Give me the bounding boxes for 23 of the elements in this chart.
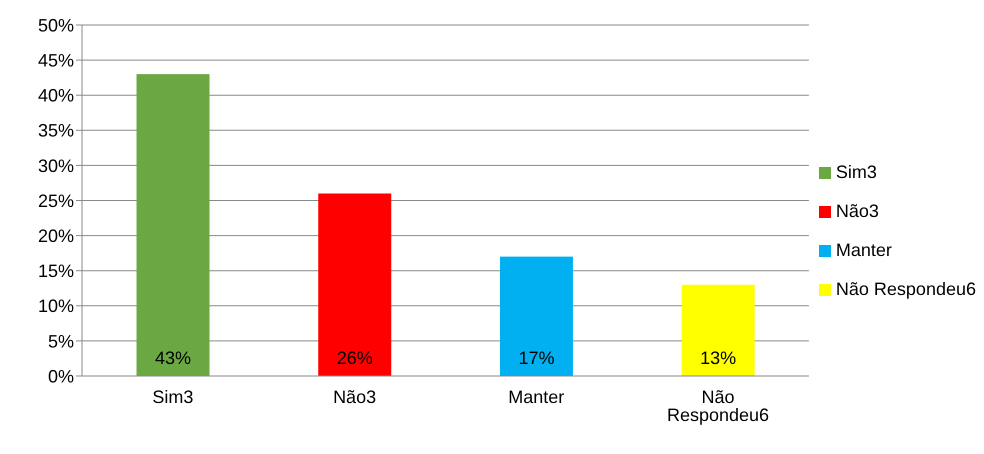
- y-tick-label: 35%: [38, 120, 74, 141]
- legend-label: Sim3: [836, 162, 877, 183]
- data-label: 26%: [336, 348, 373, 368]
- y-tick-label: 0%: [48, 366, 74, 386]
- y-tick-label: 45%: [38, 50, 74, 70]
- data-label: 17%: [518, 348, 554, 368]
- x-tick-label: Não Respondeu6: [666, 386, 770, 425]
- y-tick-label: 20%: [38, 226, 74, 246]
- y-tick-label: 50%: [38, 15, 74, 36]
- y-tick-label: 5%: [48, 331, 74, 352]
- x-tick-label: Manter: [508, 386, 564, 407]
- legend-label: Manter: [836, 240, 892, 261]
- data-label: 13%: [700, 348, 736, 368]
- legend-label: Não Respondeu6: [836, 279, 976, 300]
- data-label: 43%: [155, 348, 192, 368]
- y-tick-label: 10%: [38, 296, 74, 316]
- y-tick-label: 40%: [38, 86, 74, 106]
- legend-label: Não3: [836, 201, 879, 222]
- y-tick-label: 15%: [38, 261, 74, 282]
- x-tick-label: Não3: [333, 386, 376, 407]
- y-tick-label: 25%: [38, 190, 74, 211]
- x-tick-label: Sim3: [152, 386, 194, 407]
- y-tick-label: 30%: [38, 156, 74, 176]
